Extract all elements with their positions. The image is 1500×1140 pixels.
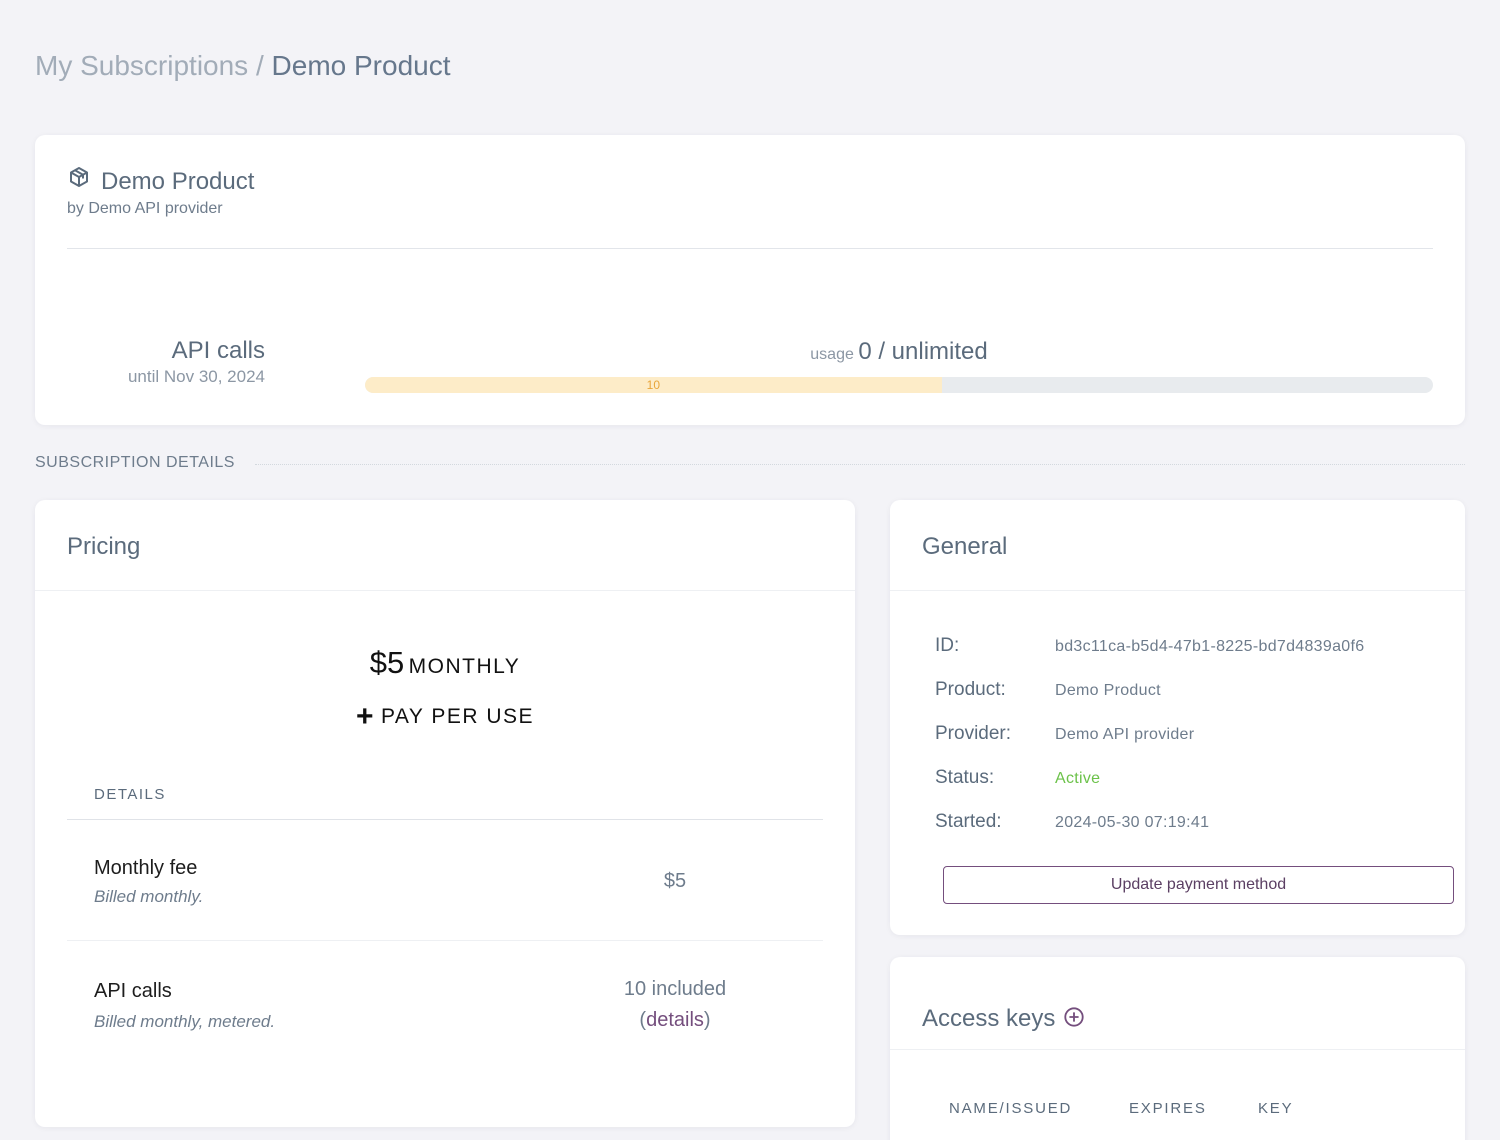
fee-value: 10 included — [623, 978, 727, 1000]
info-key: Status: — [935, 767, 995, 788]
info-row-id: ID: bd3c11ca-b5d4-47b1-8225-bd7d4839a0f6 — [935, 635, 1364, 657]
general-card: General ID: bd3c11ca-b5d4-47b1-8225-bd7d… — [890, 500, 1465, 935]
product-provider: by Demo API provider — [67, 200, 223, 217]
info-row-started: Started: 2024-05-30 07:19:41 — [935, 811, 1209, 833]
usage-progress-bar: 10 — [365, 377, 1433, 393]
info-key: ID: — [935, 635, 960, 656]
info-key: Product: — [935, 679, 1006, 700]
price-extra-label: PAY PER USE — [380, 705, 535, 728]
fee-description: Billed monthly, metered. — [94, 1012, 276, 1031]
price-period: MONTHLY — [408, 655, 521, 678]
info-value: Demo API provider — [1055, 726, 1195, 743]
pricing-card: Pricing $5 MONTHLY + PAY PER USE DETAILS … — [35, 500, 855, 1127]
info-key: Provider: — [935, 723, 1012, 744]
info-value: Demo Product — [1055, 682, 1161, 699]
fee-details-line: (details) — [575, 1005, 775, 1036]
meter-label: API calls until Nov 30, 2024 — [128, 335, 265, 387]
usage-label: usage — [810, 346, 854, 363]
plus-circle-icon[interactable] — [1063, 1003, 1085, 1035]
price-extra: + PAY PER USE — [35, 700, 855, 734]
breadcrumb-separator: / — [248, 50, 272, 81]
access-keys-header: Access keys — [890, 957, 1465, 1050]
info-row-status: Status: Active — [935, 767, 1100, 789]
details-divider — [67, 819, 823, 820]
plus-sign: + — [355, 700, 375, 733]
status-value: Active — [1055, 770, 1101, 787]
paren-close: ) — [703, 1009, 711, 1031]
breadcrumb-current: Demo Product — [271, 50, 451, 81]
info-key: Started: — [935, 811, 1002, 832]
divider — [67, 248, 1433, 249]
breadcrumb-parent-link[interactable]: My Subscriptions — [35, 50, 249, 81]
meter-name: API calls — [171, 337, 265, 364]
update-payment-method-button[interactable]: Update payment method — [943, 866, 1454, 904]
fee-row: API calls Billed monthly, metered. 10 in… — [67, 942, 823, 1062]
product-header: Demo Product by Demo API provider — [67, 165, 254, 218]
product-title-row: Demo Product — [67, 165, 254, 198]
breadcrumb: My Subscriptions / Demo Product — [35, 48, 451, 84]
general-title: General — [890, 500, 1465, 591]
price-headline: $5 MONTHLY — [35, 645, 855, 681]
section-title: SUBSCRIPTION DETAILS — [35, 454, 235, 471]
info-row-product: Product: Demo Product — [935, 679, 1161, 701]
info-value: 2024-05-30 07:19:41 — [1055, 814, 1210, 831]
details-link[interactable]: details — [646, 1009, 704, 1031]
fee-row: Monthly fee Billed monthly. $5 — [67, 821, 823, 941]
column-header-expires[interactable]: EXPIRES — [1129, 1100, 1207, 1117]
usage-progress-included: 10 — [365, 377, 942, 393]
product-title: Demo Product — [101, 167, 255, 195]
fee-name: Monthly fee — [94, 857, 198, 879]
details-heading: DETAILS — [94, 786, 166, 803]
column-header-name[interactable]: NAME/ISSUED — [949, 1100, 1073, 1117]
package-icon — [67, 165, 91, 198]
product-card: Demo Product by Demo API provider API ca… — [35, 135, 1465, 425]
usage-value: 0 / unlimited — [858, 338, 988, 365]
access-keys-title: Access keys — [922, 1005, 1056, 1032]
usage-readout: usage 0 / unlimited — [365, 338, 1433, 366]
fee-value-block: 10 included (details) — [575, 974, 775, 1036]
access-keys-card: Access keys NAME/ISSUED EXPIRES KEY — [890, 957, 1465, 1140]
meter-until: until Nov 30, 2024 — [127, 367, 265, 386]
section-divider — [255, 464, 1465, 465]
pricing-title: Pricing — [35, 500, 855, 591]
info-row-provider: Provider: Demo API provider — [935, 723, 1194, 745]
fee-description: Billed monthly. — [94, 887, 204, 906]
price-amount: $5 — [369, 645, 405, 680]
column-header-key[interactable]: KEY — [1258, 1100, 1294, 1117]
fee-name: API calls — [94, 980, 172, 1002]
info-value: bd3c11ca-b5d4-47b1-8225-bd7d4839a0f6 — [1055, 638, 1365, 655]
fee-value: $5 — [663, 870, 687, 892]
paren-open: ( — [639, 1009, 647, 1031]
